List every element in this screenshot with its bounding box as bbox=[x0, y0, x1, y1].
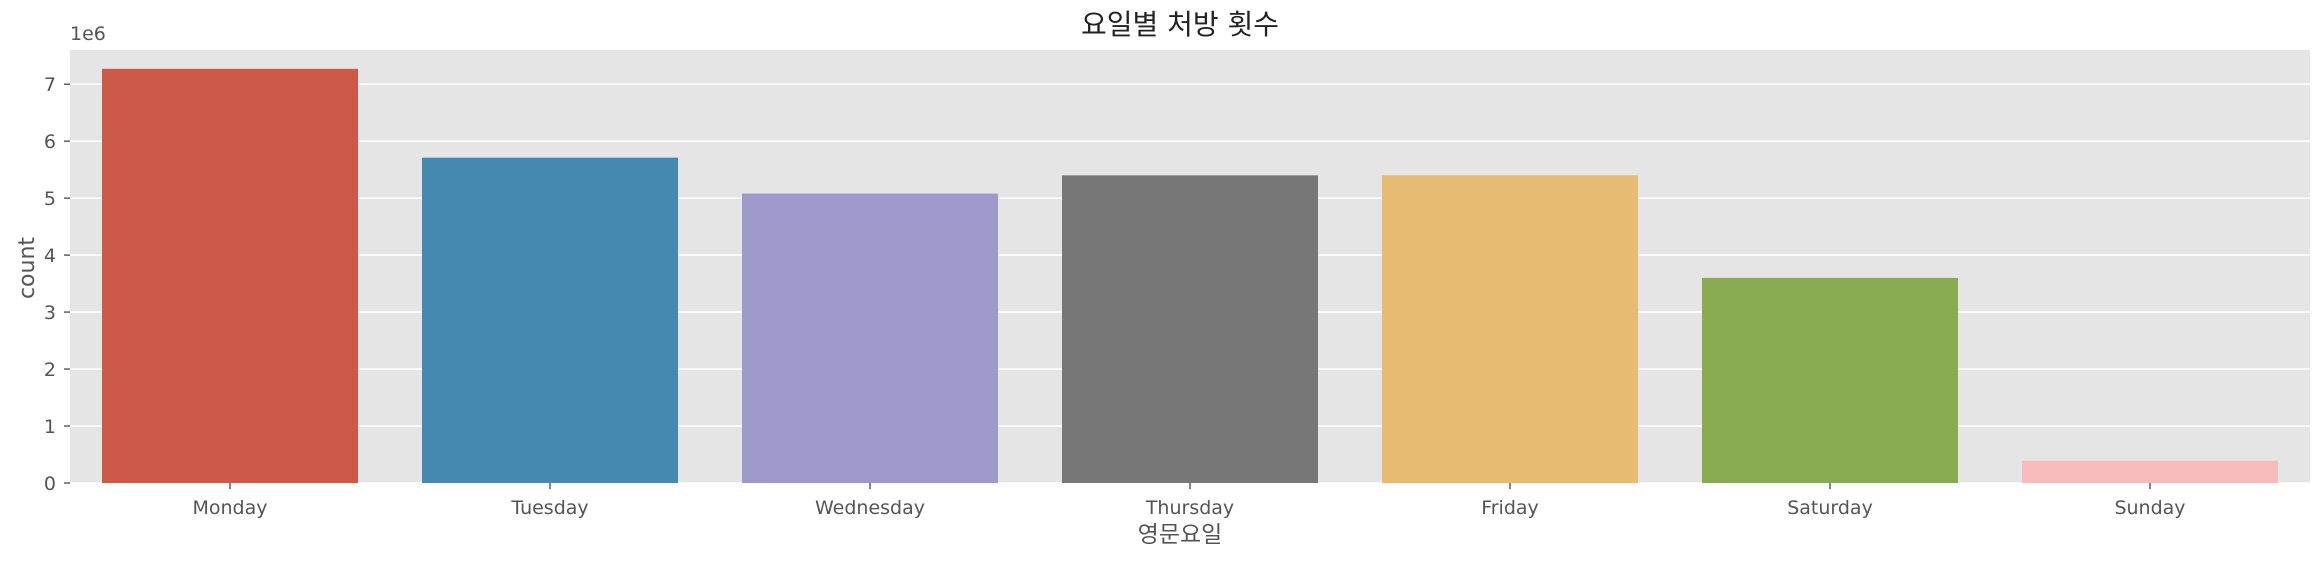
x-tick-label-tuesday: Tuesday bbox=[510, 497, 588, 519]
y-tick-label: 6 bbox=[44, 131, 56, 153]
x-tick-label-wednesday: Wednesday bbox=[815, 497, 925, 519]
x-tick-label-monday: Monday bbox=[192, 497, 267, 519]
x-tick-label-saturday: Saturday bbox=[1787, 497, 1873, 519]
y-tick-label: 3 bbox=[44, 302, 56, 324]
bar-wednesday bbox=[742, 193, 998, 484]
y-tick-label: 1 bbox=[44, 416, 56, 438]
bar-sunday bbox=[2022, 460, 2278, 483]
bar-friday bbox=[1382, 175, 1638, 483]
bar-thursday bbox=[1062, 175, 1318, 483]
x-tick-label-sunday: Sunday bbox=[2114, 497, 2185, 519]
y-tick-label: 2 bbox=[44, 359, 56, 381]
y-tick-label: 5 bbox=[44, 188, 56, 210]
y-tick-label: 0 bbox=[44, 473, 56, 495]
bars bbox=[102, 68, 2278, 484]
x-tick-label-friday: Friday bbox=[1481, 497, 1539, 519]
x-axis-ticks: Monday Tuesday Wednesday Thursday Friday Satu… bbox=[192, 483, 2186, 519]
y-axis-offset-text: 1e6 bbox=[70, 23, 106, 45]
bar-monday bbox=[102, 68, 358, 483]
y-axis-label: count bbox=[15, 237, 40, 299]
chart-title: 요일별 처방 횟수 bbox=[1081, 8, 1279, 41]
x-axis-label: 영문요일 bbox=[1138, 522, 1223, 548]
bar-saturday bbox=[1702, 277, 1958, 483]
y-axis-ticks: 0 1 2 3 4 5 6 7 bbox=[44, 74, 70, 495]
bar-tuesday bbox=[422, 157, 678, 483]
x-tick-label-thursday: Thursday bbox=[1145, 497, 1234, 519]
y-tick-label: 4 bbox=[44, 245, 56, 267]
y-tick-label: 7 bbox=[44, 74, 56, 96]
